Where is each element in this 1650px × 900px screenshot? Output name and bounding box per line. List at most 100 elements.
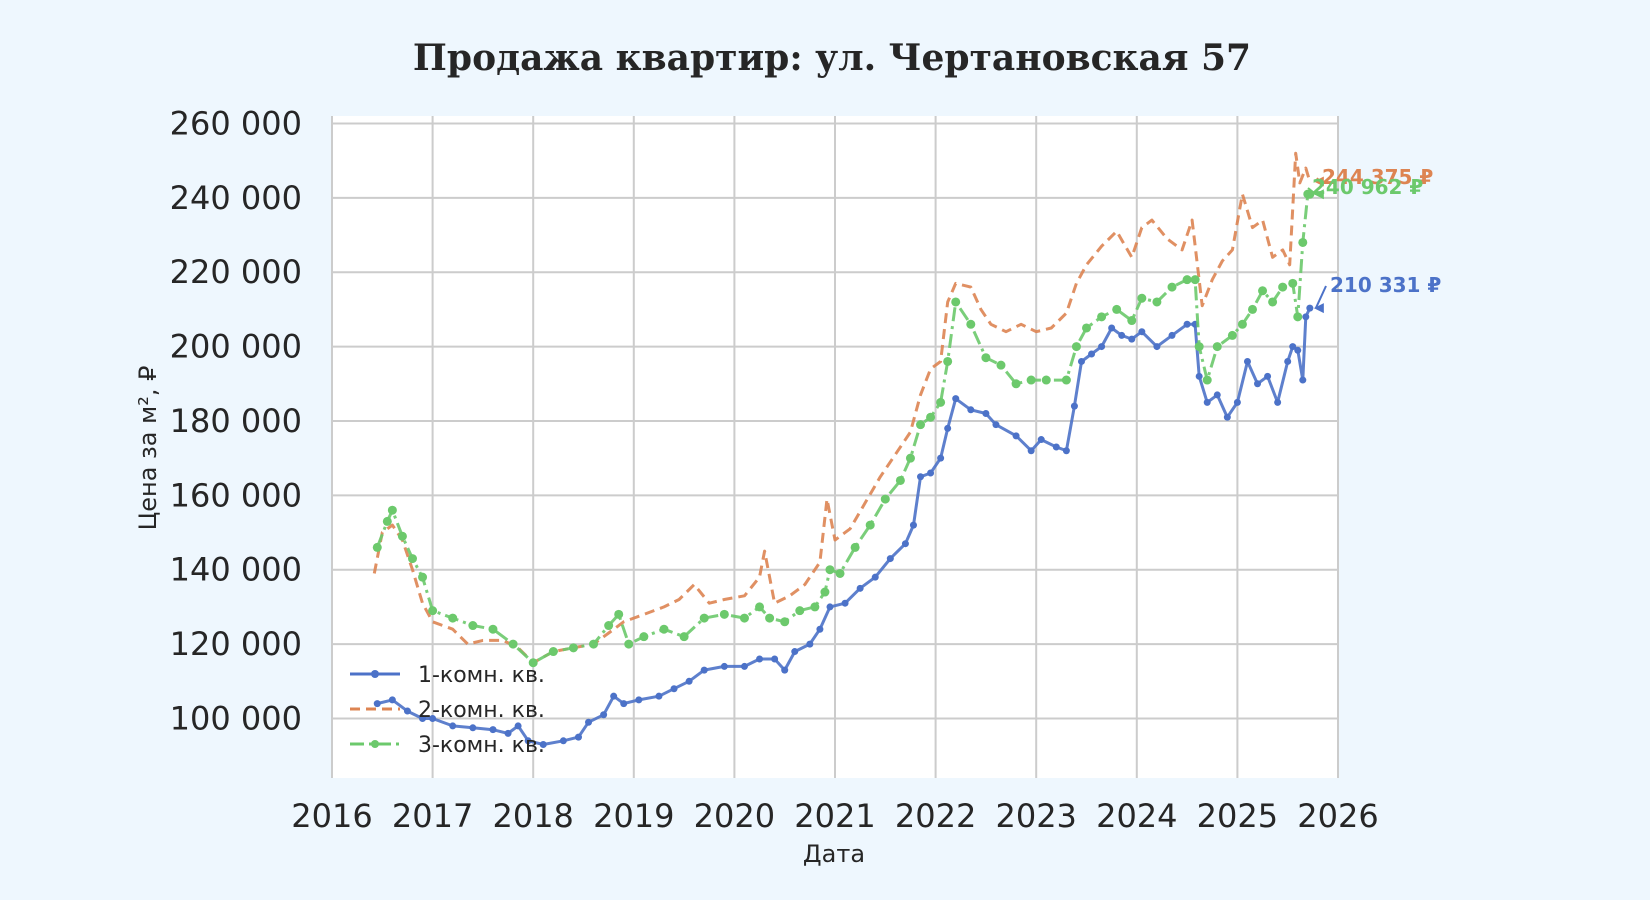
data-point <box>880 494 890 504</box>
data-point <box>639 632 649 642</box>
data-point <box>624 639 634 649</box>
legend-label: 2-комн. кв. <box>418 698 545 723</box>
x-tick-label: 2023 <box>995 797 1076 835</box>
data-point <box>574 733 582 741</box>
data-point <box>1182 275 1192 285</box>
legend-item-3: 3-комн. кв. <box>350 733 545 758</box>
data-point <box>419 714 427 722</box>
data-point <box>1293 312 1303 322</box>
data-point <box>559 737 567 745</box>
data-point <box>1061 375 1071 385</box>
data-point <box>1212 342 1222 352</box>
data-point <box>771 655 779 663</box>
data-point <box>1237 319 1247 329</box>
data-point <box>488 624 498 634</box>
data-point <box>403 707 411 715</box>
y-axis-ticks: 100 000 120 000 140 000 160 000 180 000 200 0… <box>170 104 302 737</box>
data-point <box>469 724 477 732</box>
data-point <box>373 700 381 708</box>
data-point <box>655 692 663 700</box>
annotation-arrow <box>1307 187 1317 196</box>
data-point <box>1152 297 1162 307</box>
data-point <box>719 609 729 619</box>
x-tick-label: 2022 <box>895 797 976 835</box>
data-point <box>699 613 709 623</box>
data-point <box>943 356 953 366</box>
x-tick-label: 2024 <box>1096 797 1177 835</box>
data-point <box>1127 316 1137 326</box>
annotation-arrowhead <box>1313 176 1324 187</box>
x-tick-label: 2019 <box>593 797 674 835</box>
x-tick-label: 2018 <box>492 797 573 835</box>
y-tick-label: 260 000 <box>170 104 302 142</box>
data-point <box>944 424 952 432</box>
data-point <box>1138 328 1146 336</box>
data-point <box>539 741 547 749</box>
data-point <box>700 666 708 674</box>
data-point <box>489 726 497 734</box>
data-point <box>1223 413 1231 421</box>
data-point <box>1195 372 1203 380</box>
data-point <box>685 677 693 685</box>
data-point <box>909 521 917 529</box>
data-point <box>1118 331 1126 339</box>
data-point <box>428 606 438 616</box>
data-point <box>1243 357 1251 365</box>
grid-lines <box>331 116 1339 778</box>
legend-label: 1-комн. кв. <box>418 663 545 688</box>
data-point <box>1097 312 1107 322</box>
data-point <box>1302 313 1310 321</box>
data-point <box>1298 237 1308 247</box>
data-point <box>951 297 961 307</box>
data-point <box>841 599 849 607</box>
data-point <box>1088 350 1096 358</box>
y-axis-label: Цена за м², ₽ <box>134 366 162 531</box>
legend-item-1: 1-комн. кв. <box>350 663 545 688</box>
data-point <box>1137 293 1147 303</box>
data-point <box>1247 304 1257 314</box>
data-point <box>524 737 532 745</box>
end-value-label: 244 375 ₽ <box>1322 165 1433 189</box>
data-point <box>926 412 936 422</box>
data-point <box>468 621 478 631</box>
data-point <box>568 643 578 653</box>
data-point <box>952 395 960 403</box>
data-point <box>1278 282 1288 292</box>
data-point <box>1128 335 1136 343</box>
data-point <box>514 722 522 730</box>
data-point <box>1070 402 1078 410</box>
x-tick-label: 2026 <box>1297 797 1378 835</box>
data-point <box>1167 282 1177 292</box>
series-3 <box>372 189 1315 668</box>
data-point <box>1306 304 1314 312</box>
x-axis-label: Дата <box>803 840 865 868</box>
data-point <box>600 711 608 719</box>
chart-title: Продажа квартир: ул. Чертановская 57 <box>413 37 1251 79</box>
annotation-arrowhead <box>1313 303 1324 314</box>
data-point <box>1288 278 1298 288</box>
y-tick-label: 100 000 <box>170 699 302 737</box>
x-tick-label: 2020 <box>694 797 775 835</box>
data-point <box>917 473 925 481</box>
data-point <box>740 662 748 670</box>
data-point <box>1082 323 1091 333</box>
data-point <box>810 602 820 612</box>
data-point <box>1183 320 1191 328</box>
data-point <box>1077 357 1085 365</box>
y-tick-label: 200 000 <box>170 328 302 366</box>
series-2 <box>372 151 1312 665</box>
data-point <box>820 587 830 597</box>
data-point <box>1227 330 1237 340</box>
legend-marker <box>371 670 379 678</box>
data-point <box>614 609 624 619</box>
data-point <box>1299 376 1307 384</box>
series-1 <box>373 304 1314 749</box>
data-point <box>850 542 860 552</box>
data-point <box>382 516 392 526</box>
data-point <box>1202 375 1212 385</box>
data-point <box>448 613 458 623</box>
data-point <box>756 655 764 663</box>
data-point <box>1294 346 1302 354</box>
data-point <box>508 639 518 649</box>
